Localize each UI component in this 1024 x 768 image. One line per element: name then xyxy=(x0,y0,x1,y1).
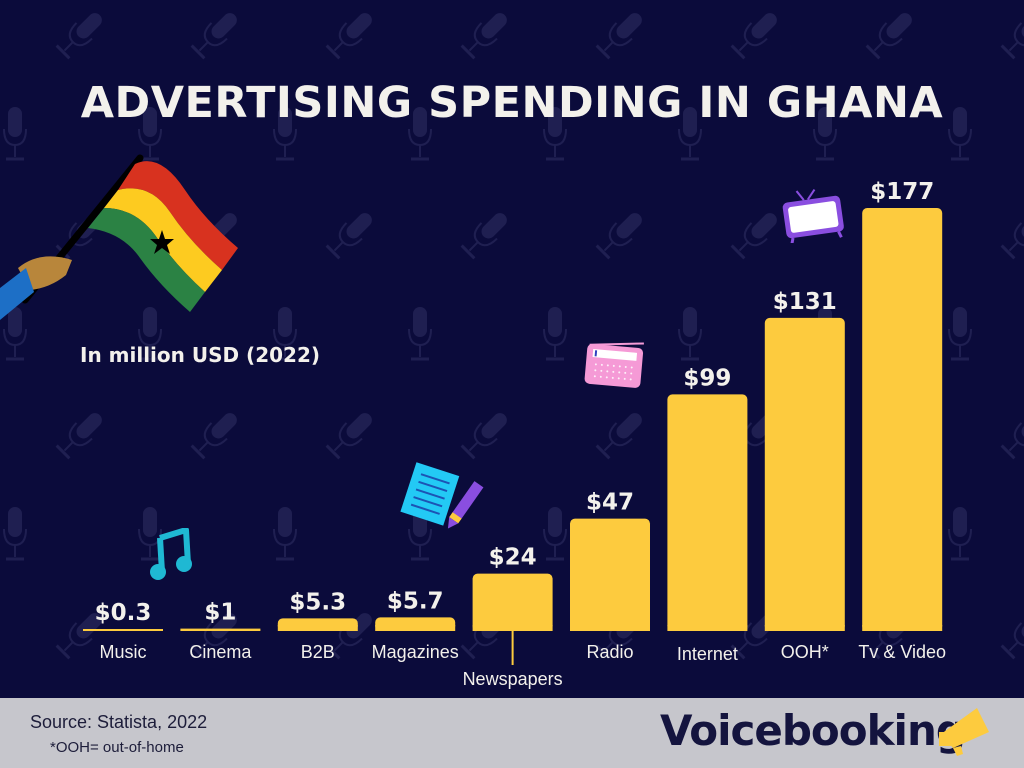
data-label: $5.3 xyxy=(289,589,346,615)
bar-base xyxy=(375,625,456,631)
microphone-icon xyxy=(138,507,162,561)
microphone-icon xyxy=(865,13,912,60)
data-label: $1 xyxy=(204,600,236,626)
microphone-icon xyxy=(460,413,507,460)
microphone-icon xyxy=(325,213,372,260)
bar-internet xyxy=(667,394,748,631)
microphone-icon xyxy=(948,107,972,161)
category-label: OOH* xyxy=(781,642,829,662)
microphone-icon xyxy=(948,307,972,361)
radio-icon xyxy=(584,342,644,388)
brand-logo: Voicebooking xyxy=(660,706,966,755)
bar-newspapers xyxy=(472,573,553,631)
bar-chart: $0.3 Music $1 Cinema $5.3 B2B $5.7 Magazines $24… xyxy=(83,179,946,689)
bar-radio xyxy=(570,518,650,631)
microphone-icon xyxy=(1000,413,1024,460)
microphone-icon xyxy=(543,507,567,561)
notepad-pencil-icon xyxy=(400,462,484,529)
bar-tv-video xyxy=(862,208,943,631)
microphone-icon xyxy=(948,507,972,561)
category-label: Cinema xyxy=(189,642,252,662)
data-label: $99 xyxy=(683,365,731,391)
microphone-icon xyxy=(543,107,567,161)
bar-base xyxy=(277,625,358,631)
category-label: Newspapers xyxy=(463,669,563,689)
data-label: $5.7 xyxy=(387,588,444,614)
bar-base xyxy=(570,625,650,631)
microphone-icon xyxy=(3,507,27,561)
microphone-icon xyxy=(273,307,297,361)
microphone-icon xyxy=(1000,13,1024,60)
microphone-icon xyxy=(813,107,837,161)
bar-base xyxy=(862,625,943,631)
microphone-icon xyxy=(460,13,507,60)
microphone-icon xyxy=(55,13,102,60)
microphone-icon xyxy=(3,107,27,161)
microphone-icon xyxy=(3,307,27,361)
microphone-icon xyxy=(1000,213,1024,260)
chart-title: ADVERTISING SPENDING IN GHANA xyxy=(80,78,944,128)
microphone-icon xyxy=(678,107,702,161)
source-text: Source: Statista, 2022 xyxy=(30,712,208,732)
data-label: $131 xyxy=(773,289,837,315)
microphone-icon xyxy=(595,213,642,260)
category-label: Radio xyxy=(586,642,633,662)
ghana-flag-icon xyxy=(0,154,238,320)
music-note-icon xyxy=(150,528,192,580)
microphone-icon xyxy=(678,307,702,361)
microphone-icon xyxy=(408,107,432,161)
microphone-icon xyxy=(325,413,372,460)
microphone-icon xyxy=(730,213,777,260)
microphone-icon xyxy=(325,613,372,660)
microphone-icon xyxy=(273,507,297,561)
category-label: B2B xyxy=(301,642,335,662)
category-label: Tv & Video xyxy=(858,642,946,662)
tv-icon xyxy=(782,188,844,243)
footnote-text: *OOH= out-of-home xyxy=(50,739,184,756)
chart-subtitle: In million USD (2022) xyxy=(80,343,320,367)
microphone-icon xyxy=(190,413,237,460)
data-label: $47 xyxy=(586,490,634,516)
category-label: Magazines xyxy=(372,642,459,662)
category-label: Music xyxy=(99,642,146,662)
microphone-icon xyxy=(1000,613,1024,660)
bar-base xyxy=(667,625,748,631)
bar-ooh xyxy=(764,317,845,631)
microphone-icon xyxy=(408,307,432,361)
footer: Source: Statista, 2022 *OOH= out-of-home… xyxy=(0,698,1024,768)
bar-base xyxy=(764,625,845,631)
data-label: $0.3 xyxy=(95,600,152,626)
microphone-icon xyxy=(138,107,162,161)
bar-music xyxy=(83,629,163,631)
microphone-icon xyxy=(543,307,567,361)
microphone-icon xyxy=(595,413,642,460)
microphone-icon xyxy=(190,13,237,60)
microphone-icon xyxy=(325,13,372,60)
microphone-icon xyxy=(138,307,162,361)
microphone-icon xyxy=(595,13,642,60)
microphone-icon xyxy=(55,413,102,460)
microphone-icon xyxy=(460,213,507,260)
data-label: $24 xyxy=(489,545,537,571)
microphone-icon xyxy=(273,107,297,161)
data-label: $177 xyxy=(870,179,934,205)
megaphone-icon xyxy=(939,708,989,756)
bar-base xyxy=(472,625,553,631)
microphone-icon xyxy=(730,13,777,60)
category-label: Internet xyxy=(677,644,738,664)
microphone-icon xyxy=(55,613,102,660)
bar-cinema xyxy=(180,628,261,631)
